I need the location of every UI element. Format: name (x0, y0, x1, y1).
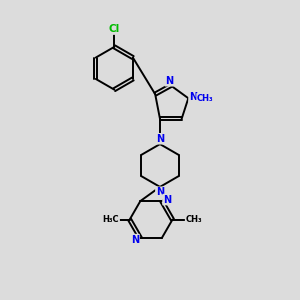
Text: CH₃: CH₃ (185, 215, 202, 224)
Text: N: N (156, 187, 164, 197)
Text: Cl: Cl (109, 24, 120, 34)
Text: N: N (131, 235, 139, 244)
Text: N: N (156, 134, 164, 144)
Text: N: N (165, 76, 173, 86)
Text: N: N (163, 195, 171, 205)
Text: H₃C: H₃C (103, 215, 119, 224)
Text: N: N (189, 92, 197, 102)
Text: CH₃: CH₃ (197, 94, 214, 103)
